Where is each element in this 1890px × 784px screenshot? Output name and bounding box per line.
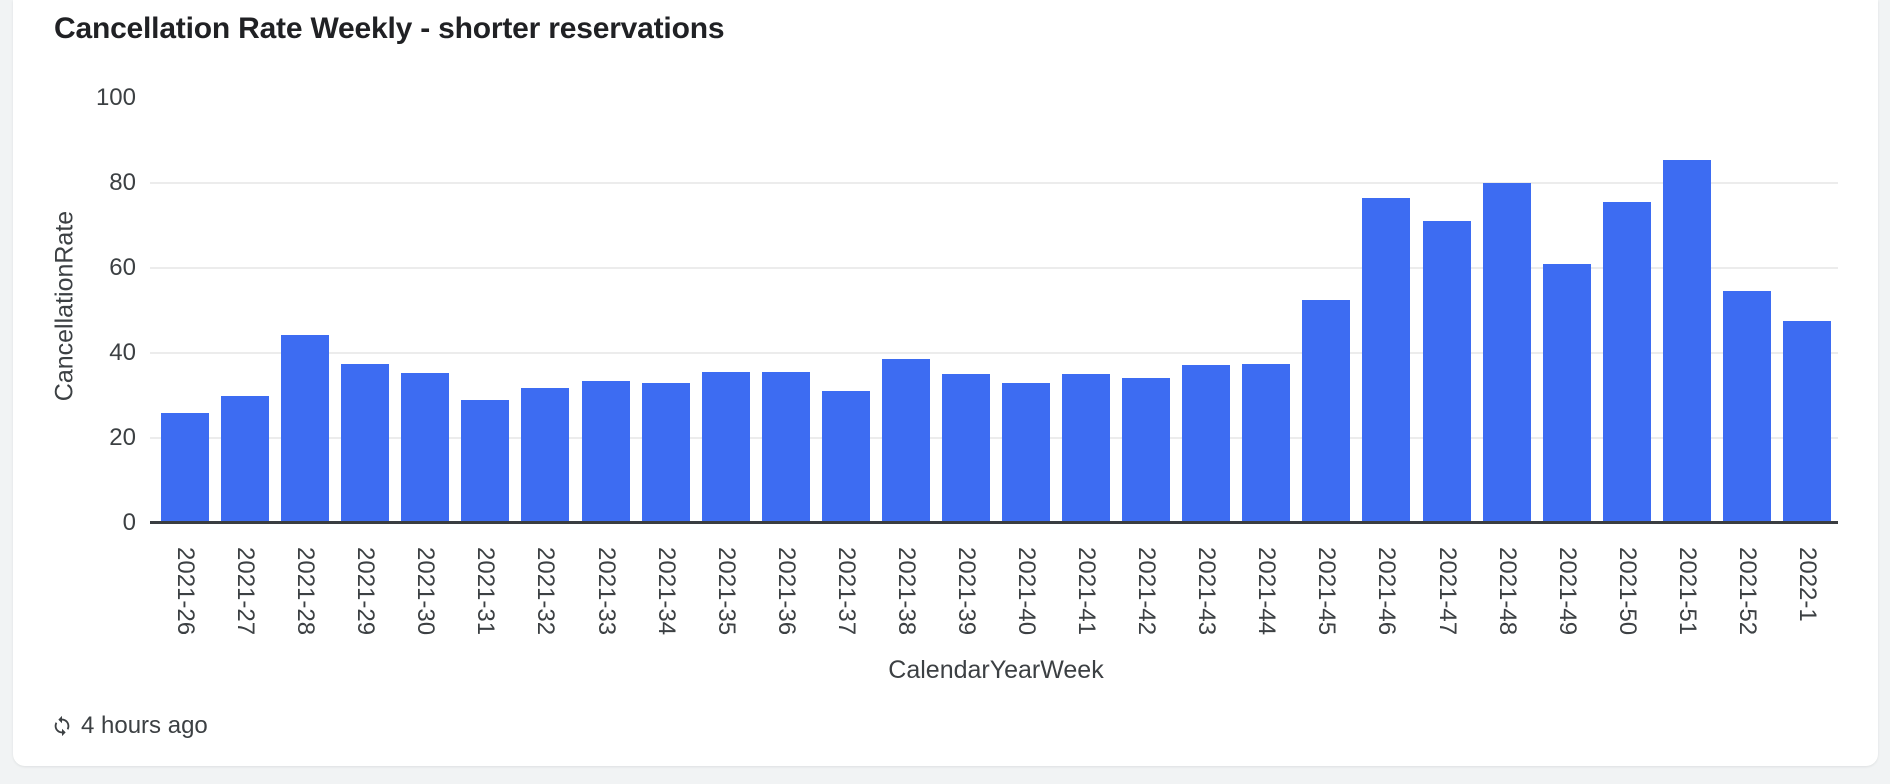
x-tick-label: 2021-38 <box>892 547 920 636</box>
gridline-60 <box>150 266 1838 269</box>
bar-2021-42[interactable] <box>1122 377 1171 523</box>
refresh-icon[interactable] <box>51 715 73 737</box>
y-tick-label: 60 <box>109 253 136 281</box>
x-tick-label: 2021-45 <box>1313 547 1341 636</box>
x-tick-label: 2021-37 <box>832 547 860 636</box>
x-tick-label: 2021-48 <box>1493 547 1521 636</box>
bar-2021-43[interactable] <box>1182 365 1231 523</box>
bar-2021-34[interactable] <box>641 382 690 523</box>
x-axis-ticks: 2021-26 2021-27 2021-28 2021-29 2021-30 2021-… <box>13 0 1878 766</box>
bar-2021-28[interactable] <box>281 334 330 523</box>
x-tick-label: 2021-51 <box>1673 547 1701 636</box>
y-tick-label: 100 <box>95 84 136 112</box>
x-tick-label: 2022-1 <box>1793 547 1821 622</box>
gridlines-layer <box>13 0 1878 766</box>
bar-2021-29[interactable] <box>341 363 390 523</box>
x-tick-label: 2021-43 <box>1193 547 1221 636</box>
y-tick-label: 80 <box>109 168 136 196</box>
bar-2021-32[interactable] <box>521 387 570 523</box>
bar-2021-50[interactable] <box>1602 202 1651 523</box>
bar-2021-38[interactable] <box>881 358 930 523</box>
gridline-80 <box>150 181 1838 184</box>
x-tick-label: 2021-40 <box>1013 547 1041 636</box>
bar-2021-36[interactable] <box>761 372 810 523</box>
x-tick-label: 2021-31 <box>472 547 500 636</box>
x-tick-label: 2021-46 <box>1373 547 1401 636</box>
x-tick-label: 2021-29 <box>352 547 380 636</box>
x-tick-label: 2021-50 <box>1613 547 1641 636</box>
chart-footer: 4 hours ago <box>51 712 208 740</box>
gridline-40 <box>150 351 1838 354</box>
x-tick-label: 2021-49 <box>1553 547 1581 636</box>
bar-2021-30[interactable] <box>401 372 450 523</box>
bars-layer <box>13 0 1878 766</box>
bar-2021-48[interactable] <box>1482 182 1531 523</box>
x-tick-label: 2021-44 <box>1253 547 1281 636</box>
chart-card: Cancellation Rate Weekly - shorter reser… <box>13 0 1878 766</box>
bar-2021-27[interactable] <box>221 395 270 523</box>
x-tick-label: 2021-36 <box>772 547 800 636</box>
bar-2021-46[interactable] <box>1362 197 1411 523</box>
y-tick-label: 40 <box>109 338 136 366</box>
x-tick-label: 2021-27 <box>232 547 260 636</box>
bar-2021-41[interactable] <box>1062 374 1111 523</box>
y-axis-title: CancellationRate <box>50 210 79 402</box>
bar-2021-31[interactable] <box>461 399 510 523</box>
last-refreshed-text: 4 hours ago <box>81 712 208 739</box>
x-tick-label: 2021-26 <box>172 547 200 636</box>
x-axis-line <box>150 521 1838 524</box>
x-tick-label: 2021-33 <box>592 547 620 636</box>
bar-2021-35[interactable] <box>701 371 750 523</box>
bar-2021-45[interactable] <box>1302 299 1351 523</box>
bar-2021-44[interactable] <box>1242 363 1291 523</box>
bar-2021-52[interactable] <box>1722 290 1771 523</box>
chart-title: Cancellation Rate Weekly - shorter reser… <box>54 12 725 45</box>
bar-2021-49[interactable] <box>1542 264 1591 523</box>
bar-2022-1[interactable] <box>1782 321 1831 523</box>
x-tick-label: 2021-28 <box>292 547 320 636</box>
x-tick-label: 2021-35 <box>712 547 740 636</box>
bar-2021-26[interactable] <box>161 413 210 523</box>
bar-2021-40[interactable] <box>1002 382 1051 523</box>
x-tick-label: 2021-30 <box>412 547 440 636</box>
bar-2021-39[interactable] <box>941 373 990 523</box>
bar-2021-37[interactable] <box>821 391 870 523</box>
x-axis-title: CalendarYearWeek <box>888 656 1104 684</box>
y-tick-label: 20 <box>109 423 136 451</box>
y-tick-label: 0 <box>122 508 136 536</box>
x-tick-label: 2021-39 <box>952 547 980 636</box>
x-tick-label: 2021-41 <box>1073 547 1101 636</box>
bar-2021-47[interactable] <box>1422 220 1471 523</box>
bar-2021-33[interactable] <box>581 380 630 523</box>
bar-chart: 0 20 40 60 80 100 2021-26 2021-27 2021-28 2021-2… <box>13 0 1878 766</box>
y-axis-ticks: 0 20 40 60 80 100 <box>13 0 1878 766</box>
x-tick-label: 2021-34 <box>652 547 680 636</box>
x-tick-label: 2021-52 <box>1733 547 1761 636</box>
gridline-20 <box>150 436 1838 439</box>
bar-2021-51[interactable] <box>1662 160 1711 523</box>
x-tick-label: 2021-47 <box>1433 547 1461 636</box>
x-tick-label: 2021-42 <box>1133 547 1161 636</box>
x-tick-label: 2021-32 <box>532 547 560 636</box>
